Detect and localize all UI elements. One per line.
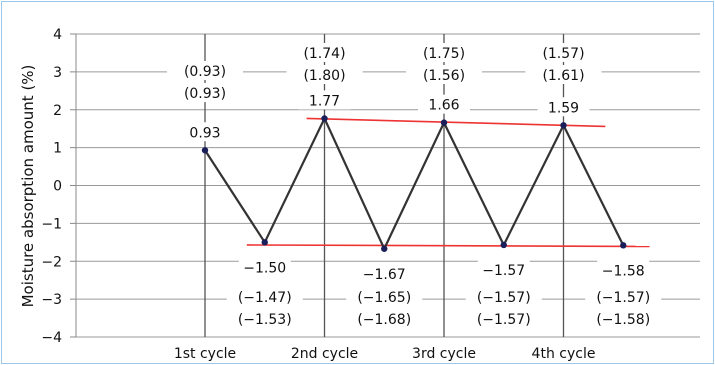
data-point bbox=[261, 239, 268, 246]
y-axis-label: Moisture absorption amount (%) bbox=[19, 65, 37, 308]
annotation-bg bbox=[167, 83, 243, 102]
data-label-bg bbox=[537, 97, 590, 117]
data-label: 1.66 bbox=[428, 98, 459, 114]
y-tick-label: 1 bbox=[53, 141, 62, 157]
bracket-annotation: (1.80) bbox=[303, 68, 345, 84]
bracket-annotation: (−1.57) bbox=[477, 312, 531, 328]
data-label-bg bbox=[298, 90, 351, 110]
annotation-bg bbox=[585, 309, 662, 328]
data-label-bg bbox=[238, 257, 291, 277]
annotation-bg bbox=[226, 309, 303, 328]
grid-layer bbox=[70, 33, 700, 338]
y-tick-label: −4 bbox=[41, 330, 62, 346]
bracket-annotation: (0.93) bbox=[184, 64, 226, 80]
data-label: −1.58 bbox=[602, 263, 645, 279]
data-label: −1.57 bbox=[482, 263, 525, 279]
annotation-bg bbox=[286, 65, 363, 84]
annotation-bg bbox=[525, 43, 602, 62]
annotation-bg bbox=[167, 61, 243, 80]
bracket-annotation: (1.74) bbox=[303, 46, 345, 62]
data-point bbox=[321, 115, 328, 122]
bracket-annotation: (−1.57) bbox=[477, 290, 531, 306]
bracket-annotation: (−1.57) bbox=[596, 290, 650, 306]
annotation-bg bbox=[406, 65, 482, 84]
bracket-annotation: (1.56) bbox=[423, 68, 465, 84]
data-label-bg bbox=[418, 94, 470, 114]
label-layer: 4 3 2 1 0 −1 −2 −3 −4 1st cycle 2nd cycle 3rd cycle… bbox=[41, 27, 662, 362]
data-point bbox=[440, 119, 448, 126]
series-layer bbox=[201, 115, 627, 252]
data-label-bg bbox=[358, 263, 411, 283]
bracket-annotation: (1.61) bbox=[542, 68, 584, 84]
data-label: 1.77 bbox=[309, 93, 340, 109]
data-point bbox=[381, 245, 388, 252]
y-tick-label: −3 bbox=[41, 292, 62, 308]
x-category-label: 3rd cycle bbox=[412, 346, 476, 362]
annotation-bg bbox=[465, 309, 542, 328]
annotation-bg bbox=[286, 43, 363, 62]
data-label: −1.50 bbox=[243, 260, 286, 276]
bracket-annotation: (−1.53) bbox=[238, 312, 292, 328]
bracket-annotation: (0.93) bbox=[184, 86, 226, 102]
x-category-label: 2nd cycle bbox=[291, 346, 358, 362]
data-point bbox=[560, 122, 567, 129]
data-label-bg bbox=[179, 122, 231, 142]
bracket-annotation: (−1.65) bbox=[357, 290, 411, 306]
data-label: 1.59 bbox=[548, 100, 579, 116]
data-point bbox=[620, 242, 627, 249]
bracket-annotation: (1.57) bbox=[542, 46, 584, 62]
annotation-bg bbox=[346, 287, 423, 306]
y-tick-label: 0 bbox=[53, 179, 62, 195]
annotation-bg bbox=[465, 287, 542, 306]
y-tick-label: −2 bbox=[41, 254, 62, 270]
annotation-bg bbox=[525, 65, 602, 84]
trend-layer bbox=[246, 117, 650, 248]
bracket-annotation: (−1.47) bbox=[238, 290, 292, 306]
annotation-bg bbox=[585, 287, 662, 306]
series-line bbox=[204, 115, 625, 252]
y-tick-label: 4 bbox=[53, 27, 62, 43]
y-tick-label: 3 bbox=[53, 65, 62, 81]
y-tick-label: −1 bbox=[41, 216, 62, 232]
bracket-annotation: (−1.58) bbox=[596, 312, 650, 328]
annotation-bg bbox=[346, 309, 423, 328]
bracket-annotation: (1.75) bbox=[423, 46, 465, 62]
x-category-label: 4th cycle bbox=[532, 346, 596, 362]
data-label-bg bbox=[477, 259, 530, 279]
data-label: −1.67 bbox=[363, 267, 406, 283]
annotation-bg bbox=[226, 287, 303, 306]
annotation-bg bbox=[406, 43, 482, 62]
bracket-annotation: (−1.68) bbox=[357, 312, 411, 328]
data-point bbox=[500, 241, 507, 249]
trend-line bbox=[246, 244, 650, 248]
data-point bbox=[201, 147, 209, 154]
data-label: 0.93 bbox=[189, 125, 220, 141]
trend-line bbox=[306, 117, 606, 128]
x-category-label: 1st cycle bbox=[174, 346, 236, 362]
y-tick-label: 2 bbox=[53, 103, 62, 119]
data-label-bg bbox=[597, 260, 650, 280]
